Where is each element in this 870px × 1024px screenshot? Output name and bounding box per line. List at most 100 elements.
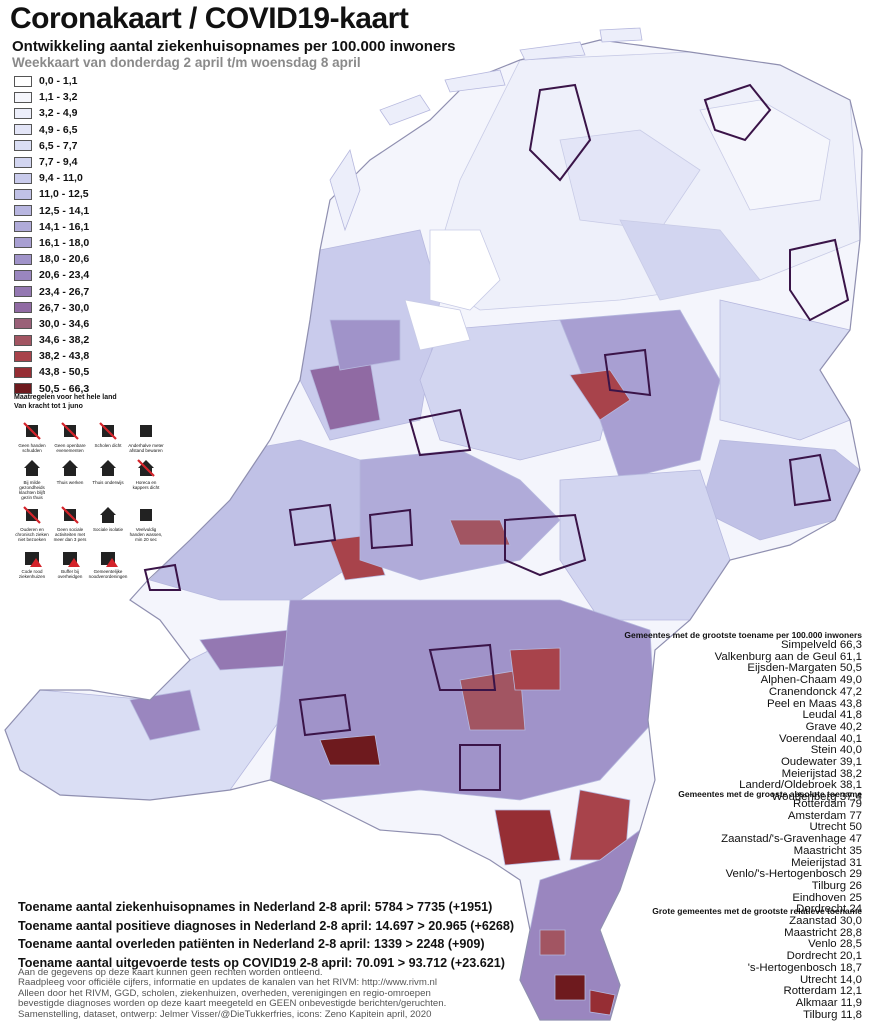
country-outline (4, 39, 863, 1021)
ranking-item: Dordrecht 24 (678, 903, 862, 916)
total-positive-diagnoses: Toename aantal positieve diagnoses in Ne… (18, 918, 515, 933)
measure-label: Anderhalve meter afstand bewaren (128, 443, 164, 453)
ranking-item: Landerd/Oldebroek 38,1 (624, 780, 862, 792)
municipality-name: Maastricht (793, 844, 847, 857)
ranking-item: Rotterdam 12,1 (652, 985, 862, 998)
home-education-icon (100, 460, 116, 476)
municipality-value: 24 (849, 903, 862, 916)
municipality-name: Tilburg (803, 1008, 838, 1021)
ranking-item: Maastricht 28,8 (652, 927, 862, 940)
legend-swatch (14, 75, 32, 87)
disclaimer: Aan de gegevens op deze kaart kunnen gee… (18, 967, 608, 1020)
legend-label: 11,0 - 12,5 (39, 188, 89, 201)
ranking-item: 's-Hertogenbosch 18,7 (652, 961, 862, 975)
legend-swatch (14, 124, 32, 136)
municipality-value: 47 (849, 833, 862, 846)
measure-item: Bij milde gezondheids klachten blijft ge… (14, 457, 50, 500)
disclaimer-line: bevestigde diagnoses worden op deze kaar… (18, 998, 447, 1010)
municipality-name: Amsterdam (787, 809, 847, 822)
no-contact-sports-icon (61, 506, 79, 524)
measure-label: Geen openbare evenementen (54, 443, 86, 453)
legend-item: 16,1 - 18,0 (14, 235, 134, 251)
municipality-name: Zaanstad/'s-Gravenhage (721, 833, 847, 846)
municipality-value: 31 (849, 856, 862, 869)
keep-distance-icon (140, 425, 152, 437)
legend-item: 43,8 - 50,5 (14, 364, 134, 380)
wadden-islands (329, 27, 643, 232)
measure-item: Code rood ziekenhuizen (14, 546, 50, 579)
municipality-value: 43,8 (839, 697, 862, 710)
legend-label: 18,0 - 20,6 (39, 253, 90, 266)
horeca-closed-icon (137, 459, 155, 477)
ranking-item: Meierijstad 31 (678, 856, 862, 870)
ranking-item: Voerendaal 40,1 (624, 732, 862, 746)
municipality-name: Dordrecht (796, 903, 847, 916)
legend-label: 9,4 - 11,0 (39, 172, 83, 185)
measure-item: Geen sociale activiteiten met meer dan 3… (52, 504, 88, 542)
total-deaths: Toename aantal overleden patiënten in Ne… (18, 937, 485, 951)
legend-label: 7,7 - 9,4 (39, 156, 78, 169)
municipality-name: 's-Hertogenbosch (747, 961, 837, 974)
color-legend: 0,0 - 1,1 1,1 - 3,2 3,2 - 4,9 4,9 - 6,5 6,5 … (14, 73, 134, 397)
ranking-heading: Gemeentes met de grooste absolute toenam… (678, 789, 862, 799)
legend-swatch (14, 91, 32, 103)
municipality-name: Rotterdam (792, 798, 847, 810)
legend-item: 11,0 - 12,5 (14, 186, 134, 202)
legend-item: 1,1 - 3,2 (14, 89, 134, 105)
ranking-item: Simpelveld 66,3 (624, 639, 862, 652)
municipality-name: Rotterdam (783, 985, 837, 998)
legend-swatch (14, 302, 32, 314)
legend-label: 43,8 - 50,5 (39, 366, 90, 379)
municipality-value: 50,5 (839, 662, 862, 675)
measure-item: Veelvuldig handen wassen, min 20 sec (128, 504, 164, 542)
measures-title-line: Van kracht tot 1 juno (14, 403, 83, 410)
no-handshake-icon (23, 422, 41, 440)
ranking-item: Rotterdam 79 (678, 798, 862, 811)
ranking-per-100k: Gemeentes met de grootste toename per 10… (624, 630, 862, 804)
legend-swatch (14, 205, 32, 217)
municipality-name: Voerendaal (779, 732, 837, 745)
municipality-name: Dordrecht (786, 950, 837, 963)
municipality-value: 39,1 (839, 756, 862, 769)
legend-label: 14,1 - 16,1 (39, 220, 90, 233)
ranking-item: Valkenburg aan de Geul 61,1 (624, 651, 862, 664)
municipality-value: 11,9 (840, 996, 862, 1009)
measure-label: Thuis werken (56, 480, 84, 485)
municipality-name: Utrecht (809, 821, 847, 834)
municipality-value: 30,0 (839, 915, 862, 927)
municipality-value: 38,1 (839, 779, 862, 792)
measure-item: Geen handen schudden (14, 420, 50, 453)
legend-swatch (14, 188, 32, 200)
ranking-heading: Gemeentes met de grootste toename per 10… (624, 630, 862, 640)
ranking-item: Stein 40,0 (624, 744, 862, 757)
measure-label: Thuis onderwijs (92, 480, 124, 485)
legend-swatch (14, 107, 32, 119)
highlighted-municipalities (143, 83, 850, 791)
municipality-value: 26 (849, 879, 862, 892)
ranking-item: Tilburg 11,8 (652, 1008, 862, 1022)
disclaimer-line: Samenstelling, dataset, ontwerp: Jelmer … (18, 1008, 432, 1020)
municipality-value: 25 (849, 891, 862, 904)
map-title: Coronakaart / COVID19-kaart (10, 2, 409, 35)
legend-item: 38,2 - 43,8 (14, 348, 134, 364)
legend-label: 26,7 - 30,0 (39, 301, 90, 314)
legend-swatch (14, 140, 32, 152)
water-areas (404, 229, 501, 351)
legend-swatch (14, 366, 32, 378)
measure-item: Anderhalve meter afstand bewaren (128, 420, 164, 453)
ranking-item: Oudewater 39,1 (624, 756, 862, 769)
municipality-value: 66,3 (839, 639, 862, 651)
ranking-item: Eindhoven 25 (678, 891, 862, 905)
legend-swatch (14, 334, 32, 346)
measure-label: Buffer bij overheidgen (57, 569, 83, 579)
legend-swatch (14, 350, 32, 362)
legend-item: 0,0 - 1,1 (14, 73, 134, 89)
municipality-name: Zaanstad (789, 915, 837, 927)
protect-elderly-icon (23, 506, 41, 524)
ranking-item: Alphen-Chaam 49,0 (624, 674, 862, 687)
ranking-absolute: Gemeentes met de grooste absolute toenam… (678, 789, 862, 916)
ranking-item: Cranendonck 47,2 (624, 686, 862, 699)
municipality-value: 14,0 (839, 973, 862, 986)
municipality-name: Alphen-Chaam (760, 674, 837, 687)
